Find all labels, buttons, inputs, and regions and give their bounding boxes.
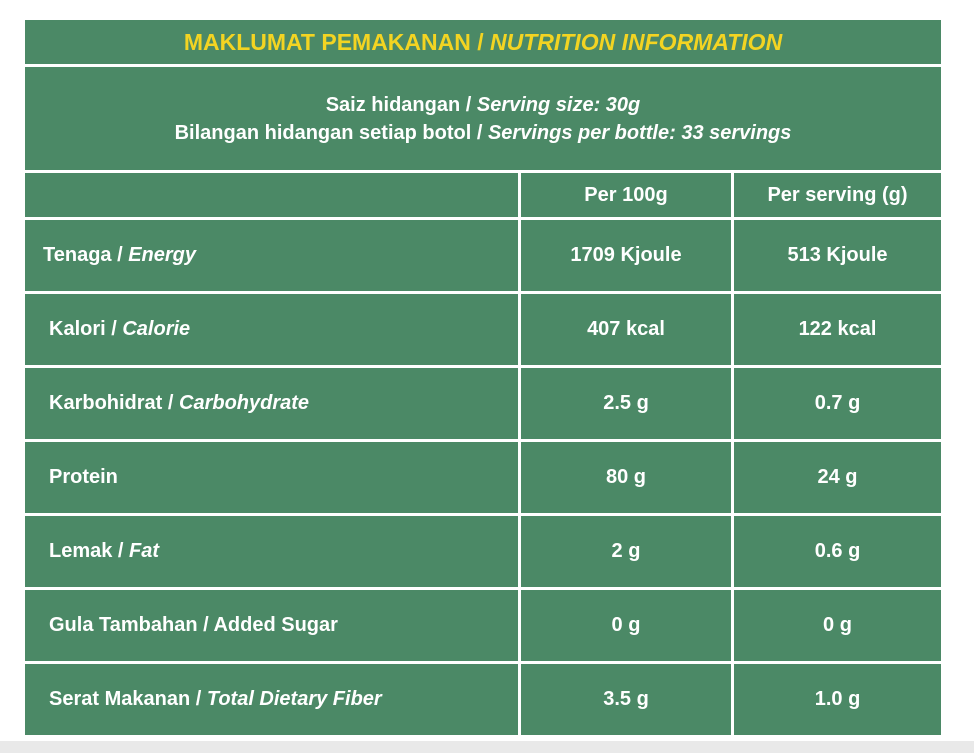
per-serving-value: 24 g <box>734 442 941 513</box>
label-malay: Gula Tambahan / Added Sugar <box>49 614 338 636</box>
label-english: Fat <box>129 540 160 562</box>
label-malay: Tenaga / <box>43 244 129 266</box>
per-serving-value: 0.7 g <box>734 368 941 439</box>
title-malay: MAKLUMAT PEMAKANAN / <box>183 28 491 55</box>
serving-count-english: Servings per bottle: 33 servings <box>487 121 792 144</box>
column-header: Per serving (g) <box>734 173 941 217</box>
serving-size-malay: Saiz hidangan / <box>325 93 477 116</box>
row-label: Serat Makanan / Total Dietary Fiber <box>25 664 518 735</box>
serving-size-english: Serving size: 30g <box>476 93 641 116</box>
per-100g-value: 0 g <box>521 590 731 661</box>
row-label: Protein <box>25 442 518 513</box>
bottom-bar <box>0 741 974 753</box>
label-malay: Lemak / <box>49 540 130 562</box>
per-serving-value: 122 kcal <box>734 294 941 365</box>
per-serving-value: 513 Kjoule <box>734 220 941 291</box>
row-label: Karbohidrat / Carbohydrate <box>25 368 518 439</box>
label-english: Energy <box>128 244 197 266</box>
label-english: Calorie <box>122 318 191 340</box>
row-label: Tenaga / Energy <box>25 220 518 291</box>
header-blank <box>25 173 518 217</box>
label-english: Carbohydrate <box>179 392 310 414</box>
label-malay: Karbohidrat / <box>49 392 180 414</box>
title: MAKLUMAT PEMAKANAN / NUTRITION INFORMATI… <box>25 20 941 64</box>
label-malay: Kalori / <box>49 318 123 340</box>
label-english: Total Dietary Fiber <box>206 688 382 710</box>
column-header: Per 100g <box>521 173 731 217</box>
per-100g-value: 407 kcal <box>521 294 731 365</box>
per-100g-value: 3.5 g <box>521 664 731 735</box>
row-label: Kalori / Calorie <box>25 294 518 365</box>
row-label: Gula Tambahan / Added Sugar <box>25 590 518 661</box>
per-100g-value: 2 g <box>521 516 731 587</box>
serving-count-malay: Bilangan hidangan setiap botol / <box>174 121 488 144</box>
nutrition-table: MAKLUMAT PEMAKANAN / NUTRITION INFORMATI… <box>25 20 941 735</box>
label-malay: Serat Makanan / <box>49 688 207 710</box>
per-serving-value: 1.0 g <box>734 664 941 735</box>
per-100g-value: 2.5 g <box>521 368 731 439</box>
per-100g-value: 80 g <box>521 442 731 513</box>
per-serving-value: 0 g <box>734 590 941 661</box>
label-malay: Protein <box>49 466 118 488</box>
title-english: NUTRITION INFORMATION <box>490 28 783 55</box>
row-label: Lemak / Fat <box>25 516 518 587</box>
serving-info: Saiz hidangan / Serving size: 30g Bilang… <box>25 67 941 170</box>
per-serving-value: 0.6 g <box>734 516 941 587</box>
per-100g-value: 1709 Kjoule <box>521 220 731 291</box>
